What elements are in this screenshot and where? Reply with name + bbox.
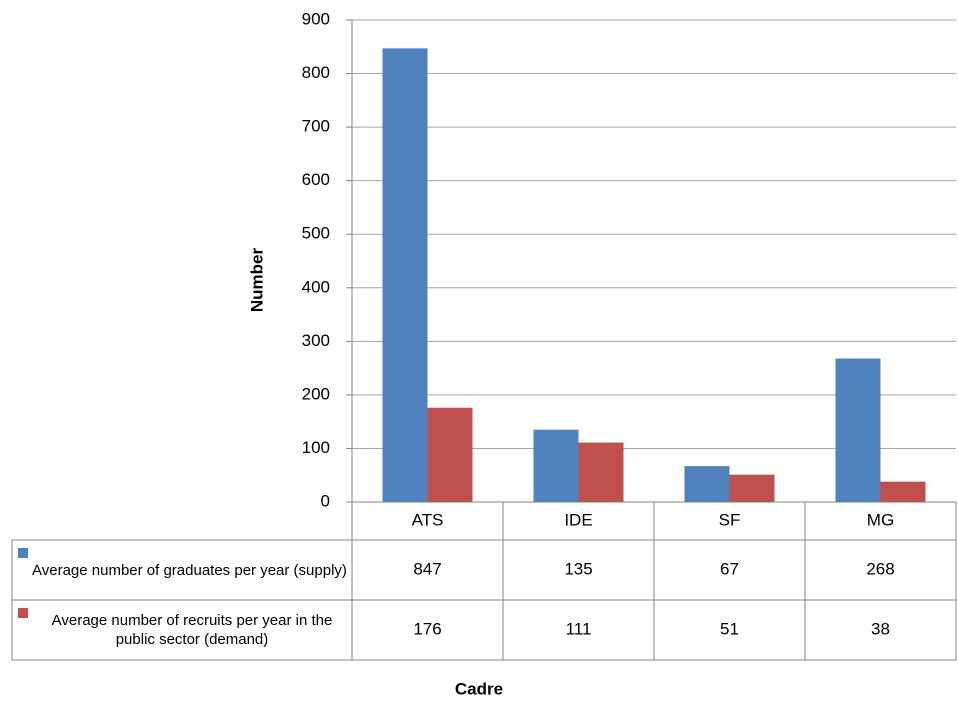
bar [533,429,579,502]
y-tick-label: 0 [321,491,330,510]
x-tick-label: SF [719,510,741,529]
y-tick-label: 900 [302,9,330,28]
legend-entry: Average number of graduates per year (su… [12,540,352,600]
x-tick-label: ATS [412,510,444,529]
bar [880,481,926,502]
y-tick-label: 300 [302,331,330,350]
x-tick-label: IDE [564,510,592,529]
bar [427,407,473,502]
y-tick-label: 800 [302,63,330,82]
y-tick-label: 700 [302,117,330,136]
legend-swatch [18,548,28,558]
legend-label: Average number of recruits per year in t… [51,612,333,648]
legend-item: Average number of graduates per year (su… [12,540,352,600]
table-value: 51 [720,619,739,638]
bar [382,48,428,502]
table-value: 268 [866,559,894,578]
y-tick-label: 500 [302,224,330,243]
y-tick-label: 400 [302,277,330,296]
table-value: 176 [413,619,441,638]
y-axis-title: Number [247,248,266,313]
legend-entry: Average number of recruits per year in t… [12,600,352,660]
bar [729,474,775,502]
bar [684,466,730,502]
table-value: 847 [413,559,441,578]
x-tick-label: MG [867,510,894,529]
table-value: 67 [720,559,739,578]
bar [578,442,624,502]
bar [835,358,881,502]
table-value: 135 [564,559,592,578]
table-value: 38 [871,619,890,638]
y-tick-label: 200 [302,384,330,403]
legend-swatch [18,608,28,618]
legend-item: Average number of recruits per year in t… [12,600,352,660]
y-tick-label: 600 [302,170,330,189]
table-value: 111 [566,619,592,638]
legend-label: Average number of graduates per year (su… [32,561,347,579]
x-axis-title: Cadre [455,679,503,698]
y-tick-label: 100 [302,438,330,457]
